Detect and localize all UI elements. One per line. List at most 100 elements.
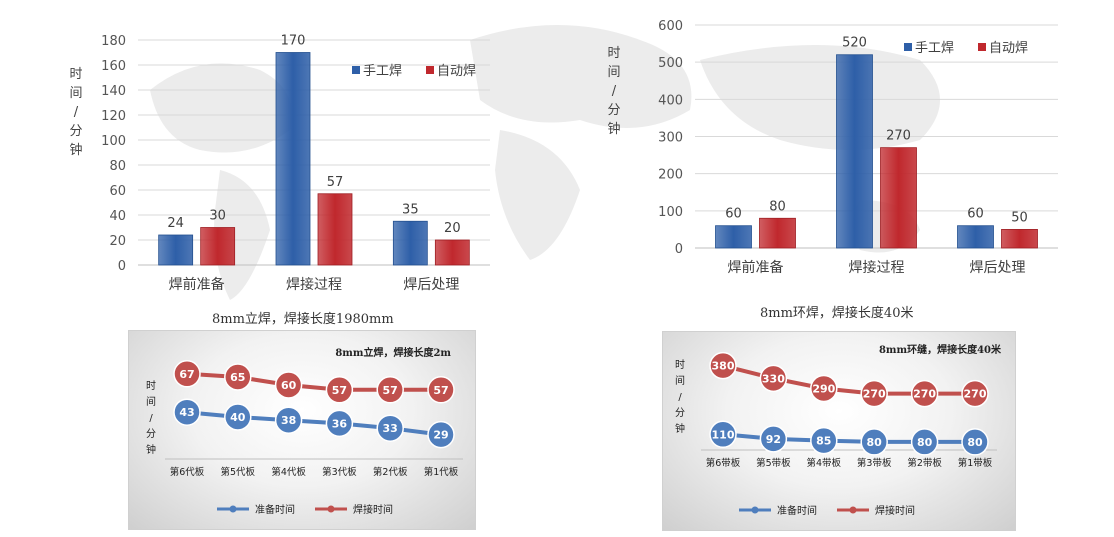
- data-label: 57: [327, 175, 344, 190]
- legend-label: 准备时间: [255, 503, 295, 516]
- y-axis-label-char: 时: [675, 359, 685, 371]
- x-tick-label: 第4带板: [807, 457, 842, 469]
- data-label: 80: [917, 436, 933, 449]
- y-axis-label-char: 钟: [607, 121, 620, 137]
- legend-label: 手工焊: [915, 40, 954, 56]
- chart-title: 8mm环缝，焊接长度40米: [879, 343, 1002, 356]
- y-axis-label: 时间 / 分钟: [607, 46, 620, 137]
- data-label: 380: [712, 360, 735, 373]
- data-label: 270: [863, 388, 886, 401]
- x-tick-label: 第3代板: [322, 466, 357, 478]
- y-tick-label: 100: [658, 205, 683, 220]
- data-label: 35: [402, 202, 419, 217]
- legend-marker: [849, 506, 857, 514]
- legend-label: 焊接时间: [353, 503, 393, 516]
- legend-marker: [327, 505, 335, 513]
- data-label: 36: [332, 417, 348, 430]
- bar: [275, 52, 311, 266]
- x-tick-label: 焊前准备: [169, 276, 225, 293]
- y-tick-label: 600: [658, 19, 683, 34]
- y-axis-label-text: 时间 / 分钟: [69, 67, 82, 158]
- legend-label: 自动焊: [437, 63, 476, 79]
- y-axis-label-char: 分: [146, 428, 156, 440]
- data-label: 60: [281, 379, 297, 392]
- bar: [392, 220, 428, 266]
- y-tick-label: 200: [658, 168, 683, 183]
- data-label: 290: [812, 383, 835, 396]
- bar: [158, 234, 194, 266]
- data-label: 270: [913, 388, 936, 401]
- data-point: [224, 403, 252, 431]
- legend-swatch: [352, 66, 360, 74]
- y-axis-label-char: 间: [69, 86, 82, 101]
- y-axis-label-char: 钟: [146, 443, 156, 456]
- legend-marker: [751, 506, 759, 514]
- x-tick-label: 第6代板: [170, 466, 205, 478]
- y-axis-label-char: /: [74, 105, 79, 120]
- y-axis-label-char: 钟: [69, 142, 82, 158]
- x-tick-label: 第1代板: [424, 466, 459, 478]
- y-tick-label: 20: [109, 234, 126, 249]
- x-tick-label: 焊后处理: [403, 277, 459, 293]
- data-label: 50: [1011, 210, 1028, 225]
- data-label: 110: [712, 428, 735, 441]
- y-tick-label: 80: [109, 159, 126, 174]
- data-label: 85: [816, 435, 831, 448]
- bar: [880, 147, 917, 249]
- x-tick-label: 第5带板: [756, 457, 791, 469]
- legend-label: 准备时间: [777, 504, 817, 517]
- data-point: [910, 379, 939, 408]
- y-axis-label: 时间 / 分钟: [69, 67, 82, 158]
- data-label: 33: [383, 422, 398, 435]
- data-label: 24: [167, 216, 184, 231]
- legend-label: 自动焊: [989, 40, 1028, 56]
- bar: [957, 225, 994, 249]
- data-label: 43: [179, 406, 194, 419]
- y-axis-label-char: 钟: [675, 422, 685, 435]
- data-point: [173, 398, 201, 426]
- y-axis-label-char: 时: [146, 380, 156, 392]
- y-tick-label: 100: [101, 134, 126, 149]
- data-label: 67: [179, 368, 194, 381]
- data-point: [427, 420, 455, 449]
- data-point: [376, 376, 404, 404]
- data-label: 80: [967, 436, 983, 449]
- legend-swatch: [978, 43, 986, 51]
- y-axis-label: 时间 / 分钟: [146, 380, 156, 456]
- y-axis-label: 时间 / 分钟: [675, 359, 685, 435]
- x-tick-label: 第1带板: [958, 457, 993, 469]
- legend-swatch: [904, 43, 912, 51]
- y-tick-label: 120: [101, 109, 126, 124]
- data-point: [274, 406, 303, 434]
- data-point: [910, 428, 939, 456]
- y-axis-label-char: 分: [69, 124, 82, 139]
- data-label: 170: [281, 34, 306, 49]
- bar: [715, 225, 752, 249]
- data-label: 520: [842, 36, 867, 51]
- data-point: [325, 409, 354, 438]
- y-axis-label-char: 时: [69, 67, 82, 82]
- legend-marker: [229, 505, 237, 513]
- data-point: [173, 360, 201, 388]
- data-point: [427, 376, 455, 404]
- y-tick-label: 400: [658, 93, 683, 108]
- data-label: 57: [433, 384, 448, 397]
- data-point: [961, 428, 989, 456]
- y-axis-label-char: 时: [607, 46, 620, 61]
- x-tick-label: 第4代板: [271, 466, 306, 478]
- data-point: [709, 420, 737, 449]
- data-label: 80: [867, 436, 883, 449]
- data-point: [860, 428, 888, 456]
- x-tick-label: 第3带板: [857, 457, 892, 469]
- y-tick-label: 60: [109, 184, 126, 199]
- y-axis-label-char: 分: [675, 407, 685, 419]
- data-label: 92: [766, 433, 781, 446]
- data-label: 330: [762, 372, 785, 385]
- y-axis-label-char: 间: [146, 395, 156, 408]
- bar: [759, 217, 796, 249]
- x-tick-label: 第5代板: [221, 466, 256, 478]
- data-point: [325, 376, 354, 404]
